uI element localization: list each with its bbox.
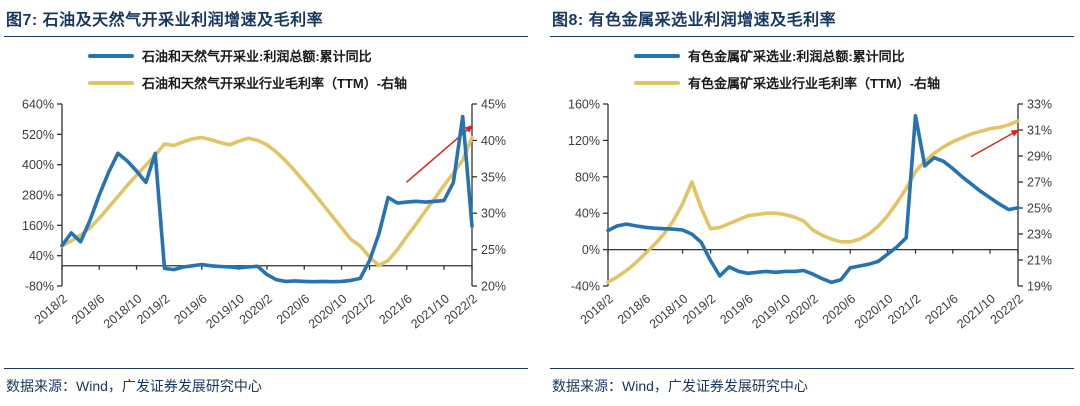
figure-8-nonferrous-chart: 图8: 有色金属采选业利润增速及毛利率 有色金属矿采选业:利润总额:累计同比 有… xyxy=(540,0,1080,406)
legend-label: 有色金属矿采选业:利润总额:累计同比 xyxy=(688,49,905,64)
x-axis-tick-label: 2020/10 xyxy=(852,292,896,332)
series-line-1 xyxy=(60,135,474,268)
figure-title: 图8: 有色金属采选业利润增速及毛利率 xyxy=(550,4,1074,37)
figure-7-oil-gas-chart: 图7: 石油及天然气开采业利润增速及毛利率 石油和天然气开采业:利润总额:累计同… xyxy=(4,4,528,398)
legend-line-swatch xyxy=(634,53,680,58)
right-axis-tick-label: 45% xyxy=(481,98,506,112)
left-axis-tick-label: 120% xyxy=(568,134,600,148)
right-axis-tick-label: 19% xyxy=(1027,280,1052,294)
right-axis-tick-label: 25% xyxy=(481,243,506,257)
left-axis-tick-label: 40% xyxy=(575,207,600,221)
series-line-0 xyxy=(60,114,474,284)
legend-label: 石油和天然气开采业行业毛利率（TTM）-右轴 xyxy=(142,76,408,91)
right-axis-tick-label: 25% xyxy=(1027,202,1052,216)
legend-item: 石油和天然气开采业:利润总额:累计同比 xyxy=(88,46,528,65)
right-axis-tick-label: 35% xyxy=(481,170,506,184)
series-line-1 xyxy=(606,119,1020,284)
left-axis-tick-label: 160% xyxy=(22,219,54,233)
left-axis: 160% 120% 80% 40% 0% -40% xyxy=(568,98,609,294)
right-axis-tick-label: 29% xyxy=(1027,150,1052,164)
chart-canvas: 640% 520% 400% 280% 160% 40% -80% 45% 40% 35% 30% 2… xyxy=(4,94,528,362)
legend-line-swatch xyxy=(88,80,134,85)
left-axis-tick-label: 0% xyxy=(582,243,600,257)
legend-item: 石油和天然气开采业行业毛利率（TTM）-右轴 xyxy=(88,73,528,92)
x-axis-tick-label: 2020/10 xyxy=(306,292,350,332)
data-source-note: 数据来源：Wind，广发证券发展研究中心 xyxy=(4,368,528,398)
legend: 石油和天然气开采业:利润总额:累计同比 石油和天然气开采业行业毛利率（TTM）-… xyxy=(88,46,528,92)
x-axis-tick-label: 2019/10 xyxy=(203,292,247,332)
right-axis-tick-label: 21% xyxy=(1027,254,1052,268)
legend-label: 石油和天然气开采业:利润总额:累计同比 xyxy=(142,49,372,64)
left-axis-tick-label: 80% xyxy=(575,170,600,184)
chart-canvas: 160% 120% 80% 40% 0% -40% 33% 31% 29% 27% 25% 23% 21… xyxy=(550,94,1074,362)
figure-title: 图7: 石油及天然气开采业利润增速及毛利率 xyxy=(4,4,528,37)
chart-svg: 640% 520% 400% 280% 160% 40% -80% 45% 40% 35% 30% 2… xyxy=(22,98,506,332)
left-axis-tick-label: 280% xyxy=(22,189,54,203)
x-axis-tick-label: 2018/2 xyxy=(578,292,616,327)
left-axis-tick-label: 400% xyxy=(22,158,54,172)
right-axis-tick-label: 27% xyxy=(1027,176,1052,190)
legend-item: 有色金属矿采选业行业毛利率（TTM）-右轴 xyxy=(634,73,1074,92)
trend-arrow xyxy=(405,124,474,183)
x-axis-tick-label: 2019/10 xyxy=(749,292,793,332)
legend-line-swatch xyxy=(634,80,680,85)
left-axis-tick-label: 640% xyxy=(22,98,54,112)
right-axis: 33% 31% 29% 27% 25% 23% 21% 19% xyxy=(1017,98,1052,294)
right-axis: 45% 40% 35% 30% 25% 20% xyxy=(471,98,506,294)
x-axis-tick-label: 2018/10 xyxy=(101,292,145,332)
x-axis-tick-label: 2021/10 xyxy=(954,292,998,332)
legend: 有色金属矿采选业:利润总额:累计同比 有色金属矿采选业行业毛利率（TTM）-右轴 xyxy=(634,46,1074,92)
x-axis-tick-label: 2018/2 xyxy=(32,292,70,327)
left-axis-tick-label: 520% xyxy=(22,128,54,142)
x-axis: 2018/22018/62018/102019/22019/62019/1020… xyxy=(578,248,1026,332)
right-axis-tick-label: 31% xyxy=(1027,124,1052,138)
left-axis: 640% 520% 400% 280% 160% 40% -80% xyxy=(22,98,63,294)
legend-item: 有色金属矿采选业:利润总额:累计同比 xyxy=(634,46,1074,65)
data-source-note: 数据来源：Wind，广发证券发展研究中心 xyxy=(550,368,1074,398)
x-axis: 2018/22018/62018/102019/22019/62019/1020… xyxy=(32,265,480,332)
left-axis-tick-label: 40% xyxy=(29,249,54,263)
right-axis-tick-label: 23% xyxy=(1027,228,1052,242)
legend-label: 有色金属矿采选业行业毛利率（TTM）-右轴 xyxy=(688,76,941,91)
right-axis-tick-label: 30% xyxy=(481,207,506,221)
right-axis-tick-label: 40% xyxy=(481,134,506,148)
left-axis-tick-label: -80% xyxy=(25,280,54,294)
left-axis-tick-label: 160% xyxy=(568,98,600,112)
left-axis-tick-label: -40% xyxy=(571,280,600,294)
series-line-0 xyxy=(606,113,1020,285)
right-axis-tick-label: 33% xyxy=(1027,98,1052,112)
legend-line-swatch xyxy=(88,53,134,58)
x-axis-tick-label: 2018/10 xyxy=(647,292,691,332)
chart-svg: 160% 120% 80% 40% 0% -40% 33% 31% 29% 27% 25% 23% 21… xyxy=(568,98,1052,332)
right-axis-tick-label: 20% xyxy=(481,280,506,294)
trend-arrow xyxy=(970,129,1020,158)
x-axis-tick-label: 2021/10 xyxy=(408,292,452,332)
